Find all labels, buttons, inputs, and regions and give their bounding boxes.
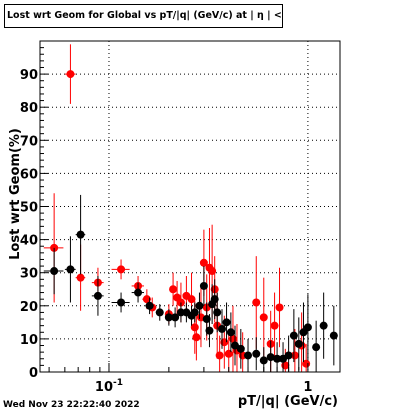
y-tick-label: 70 — [20, 134, 38, 149]
data-point-black — [205, 314, 214, 348]
data-point-black — [319, 292, 328, 359]
data-point-black — [244, 338, 253, 372]
y-tick-label: 40 — [20, 234, 38, 249]
x-tick-label: 10-1 — [95, 378, 123, 395]
data-point-red — [169, 272, 178, 306]
chart-title-box: Lost wrt Geom for Global vs pT/|q| (GeV/… — [4, 4, 283, 28]
data-point-black — [294, 317, 303, 371]
data-point-red — [192, 314, 201, 361]
y-axis-label: Lost wrt Geom(%) — [8, 128, 23, 260]
data-points — [43, 44, 338, 372]
data-point-black — [164, 309, 173, 326]
y-tick-label: 50 — [20, 201, 38, 216]
data-point-black — [236, 328, 245, 369]
data-point-black — [199, 266, 208, 306]
data-point-black — [111, 292, 130, 313]
chart-title: Lost wrt Geom for Global vs pT/|q| (GeV/… — [7, 10, 283, 21]
y-tick-label: 80 — [20, 101, 38, 116]
data-point-red — [64, 44, 76, 104]
data-point-red — [228, 305, 237, 372]
timestamp: Wed Nov 23 22:22:40 2022 — [3, 400, 140, 410]
data-point-red — [270, 292, 279, 359]
data-point-black — [289, 309, 298, 363]
data-point-black — [145, 297, 154, 315]
data-point-black — [312, 320, 321, 372]
data-point-black — [155, 304, 164, 321]
data-point-black — [43, 247, 64, 295]
y-tick-label: 20 — [20, 300, 38, 315]
data-point-black — [226, 312, 235, 353]
y-tick-label: 0 — [29, 366, 38, 381]
axes: 0 10 20 30 40 50 60 70 80 90 10-1 1 — [20, 47, 312, 395]
grid-lines — [40, 41, 340, 372]
data-point-black — [75, 194, 86, 275]
data-point-red — [275, 267, 284, 348]
data-point-black — [284, 335, 293, 372]
data-point-red — [215, 335, 224, 372]
data-point-black — [91, 276, 104, 316]
data-point-black — [190, 302, 199, 323]
y-tick-label: 30 — [20, 267, 38, 282]
y-tick-label: 60 — [20, 167, 38, 182]
data-point-red — [111, 259, 130, 280]
y-tick-label: 90 — [20, 68, 38, 83]
data-point-black — [303, 294, 312, 361]
data-point-black — [218, 309, 227, 349]
data-point-black — [266, 340, 275, 372]
x-axis-label: pT/|q| (GeV/c) — [238, 394, 338, 409]
data-point-red — [259, 277, 268, 358]
data-point-red — [252, 256, 261, 349]
data-point-black — [195, 292, 204, 320]
data-point-black — [64, 236, 76, 303]
data-point-black — [171, 307, 180, 328]
x-tick-label: 1 — [303, 380, 312, 395]
data-point-red — [43, 193, 64, 303]
data-point-black — [222, 302, 231, 343]
data-point-black — [131, 282, 145, 303]
data-point-black — [252, 337, 261, 371]
data-point-black — [213, 292, 222, 333]
data-point-black — [329, 305, 338, 366]
data-point-black — [230, 325, 239, 366]
y-tick-label: 10 — [20, 333, 38, 348]
